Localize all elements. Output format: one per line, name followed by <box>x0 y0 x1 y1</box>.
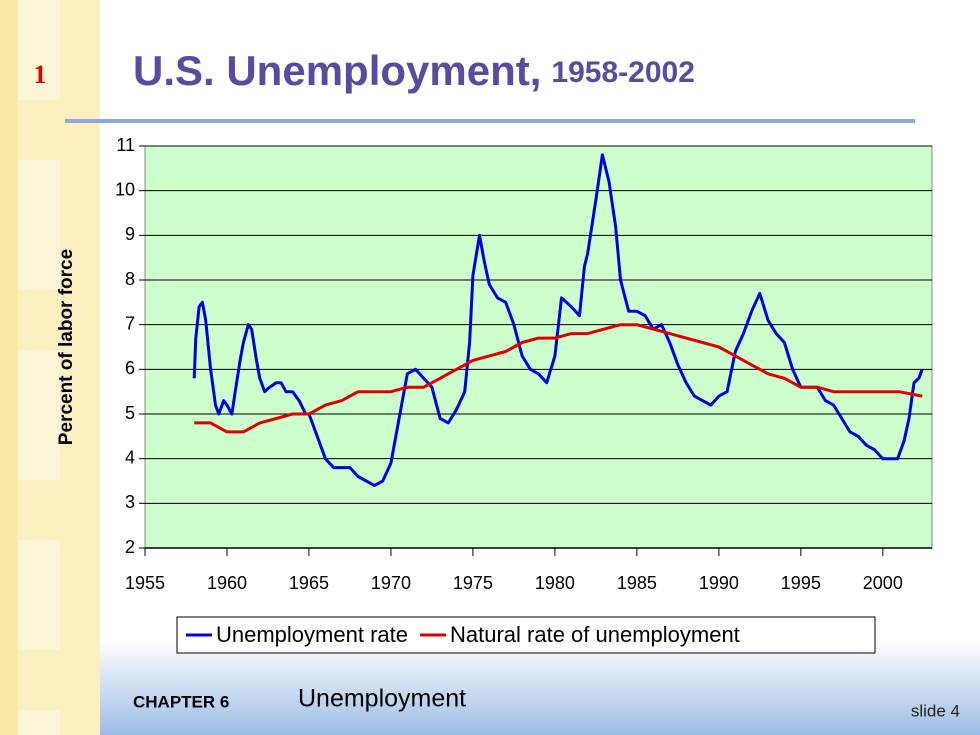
legend-label: Unemployment rate <box>216 622 408 647</box>
x-tick-label: 1995 <box>781 573 821 593</box>
title-years: 1958-2002 <box>551 56 694 89</box>
y-tick-label: 7 <box>125 313 135 333</box>
x-tick-label: 1990 <box>699 573 739 593</box>
y-tick-label: 8 <box>125 269 135 289</box>
footer-slide: slide 4 <box>911 701 960 720</box>
title: U.S. Unemployment, 1958-2002 <box>133 47 695 94</box>
y-tick-label: 6 <box>125 358 135 378</box>
x-tick-label: 1985 <box>617 573 657 593</box>
x-tick-label: 1980 <box>535 573 575 593</box>
x-tick-label: 1960 <box>207 573 247 593</box>
chart: 2 3 4 5 6 7 8 9 10 11 1955 1960 1965 1970 1975 1980 1985… <box>56 135 933 654</box>
y-tick-label: 11 <box>116 135 135 155</box>
y-tick-label: 2 <box>125 537 135 557</box>
series-line <box>194 323 923 434</box>
legend-label: Natural rate of unemployment <box>450 622 740 647</box>
slide-number: 1 <box>34 60 47 89</box>
x-tick-label: 1955 <box>125 573 165 593</box>
plot-area <box>144 145 933 549</box>
series-line <box>192 153 924 487</box>
footer-band <box>100 640 980 735</box>
footer-chapter-title: Unemployment <box>298 685 466 713</box>
x-tick-label: 1975 <box>453 573 493 593</box>
x-tick-label: 1970 <box>371 573 411 593</box>
y-tick-label: 5 <box>125 403 135 423</box>
legend-box <box>176 616 876 654</box>
x-tick-label: 2000 <box>863 573 903 593</box>
y-tick-label: 3 <box>125 492 135 512</box>
title-text: U.S. Unemployment, <box>133 47 541 94</box>
y-tick-label: 4 <box>125 447 135 467</box>
y-axis-label: Percent of labor force <box>56 249 77 445</box>
y-tick-label: 10 <box>115 179 135 199</box>
footer-chapter: CHAPTER 6 <box>133 692 229 711</box>
y-tick-label: 9 <box>125 224 135 244</box>
x-tick-label: 1965 <box>289 573 329 593</box>
left-decoration <box>0 0 100 735</box>
